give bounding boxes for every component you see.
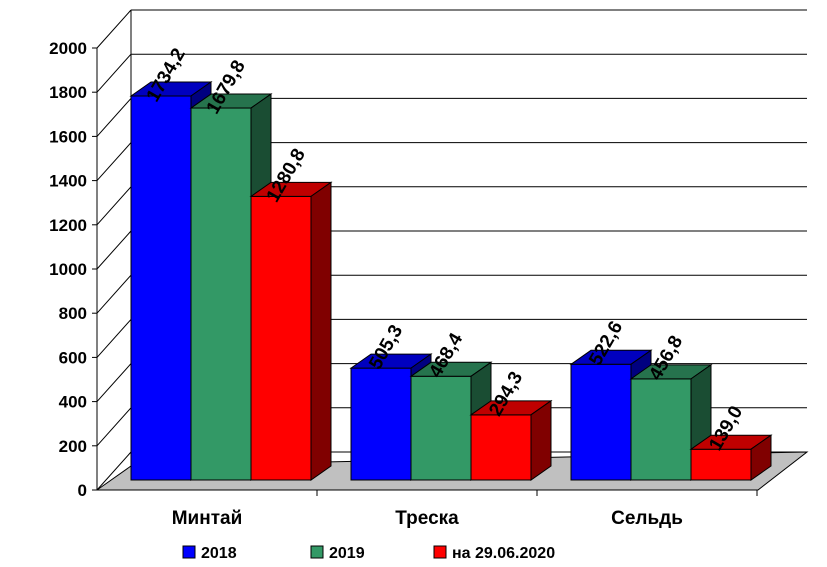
side-gridline [96, 142, 132, 181]
y-tick-label: 400 [59, 393, 87, 412]
side-gridline [96, 319, 132, 358]
legend-label: 2018 [201, 545, 237, 562]
bar-2-1 [629, 363, 713, 481]
bar-front [190, 107, 252, 481]
bar-front [410, 375, 472, 481]
y-tick-label: 1800 [49, 83, 87, 102]
y-tick-label: 0 [78, 481, 87, 500]
y-tick-label: 2000 [49, 39, 87, 58]
bar-1-2 [469, 399, 553, 481]
legend-label: на 29.06.2020 [452, 545, 555, 562]
legend-swatch [310, 545, 324, 559]
y-tick-label: 800 [59, 304, 87, 323]
side-gridline [96, 363, 132, 402]
legend: 2018 2019 на 29.06.2020 [182, 545, 555, 562]
y-tick-label: 200 [59, 437, 87, 456]
y-axis-ticks: 0 200 400 600 800 1000 1200 1400 1600 1800 2000 [49, 39, 758, 500]
legend-label: 2019 [329, 545, 365, 562]
y-tick-label: 1000 [49, 260, 87, 279]
side-gridline [96, 451, 132, 491]
bar-2-2 [689, 434, 773, 481]
legend-swatch [182, 545, 196, 559]
category-label: Минтай [172, 508, 243, 529]
bar-front [130, 95, 192, 481]
y-tick-label: 1400 [49, 172, 87, 191]
bar-front [630, 378, 692, 481]
category-label: Треска [395, 508, 459, 529]
side-gridline [96, 274, 132, 314]
category-labels: Минтай Треска Сельдь [172, 508, 683, 529]
bar-0-2 [249, 181, 333, 481]
side-gridline [96, 9, 132, 49]
side-gridline [96, 186, 132, 226]
bar-front [250, 195, 312, 481]
category-label: Сельдь [611, 508, 683, 529]
bar-side [530, 399, 552, 481]
bars [129, 81, 773, 481]
side-gridline [96, 230, 132, 270]
legend-swatch [433, 545, 447, 559]
bar-front [350, 367, 412, 481]
bar-0-1 [189, 93, 273, 481]
bar-side [310, 181, 332, 481]
y-tick-label: 1600 [49, 127, 87, 146]
bar-front [570, 363, 632, 481]
y-tick-label: 600 [59, 348, 87, 367]
side-gridline [96, 98, 132, 137]
y-tick-label: 1200 [49, 216, 87, 235]
side-gridline [96, 53, 132, 93]
side-gridline [96, 407, 132, 447]
bar-front [470, 414, 532, 481]
bar-side [750, 434, 772, 481]
bar-front [690, 448, 752, 481]
